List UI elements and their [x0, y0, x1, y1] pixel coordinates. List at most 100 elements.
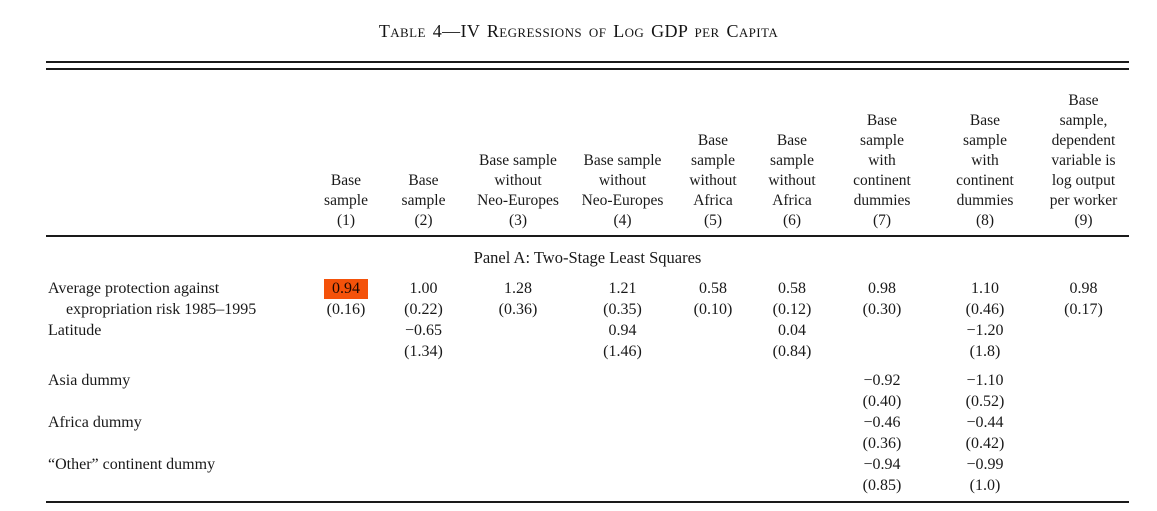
column-number: (1)	[336, 212, 356, 229]
cell-value	[310, 320, 382, 341]
cell-se	[571, 475, 674, 503]
cell-value: −0.99	[966, 456, 1004, 473]
column-header-label: Base sample without Africa	[689, 132, 737, 209]
column-header-label: Base sample without Neo-Europes	[477, 152, 559, 209]
column-header-label: Base sample without Africa	[768, 132, 816, 209]
cell-se	[382, 391, 465, 412]
header-spacer	[46, 70, 310, 237]
header-row: Base sample (1) Base sample (2) Base sam…	[46, 70, 1129, 237]
cell-value	[1038, 362, 1129, 391]
column-header-label: Base sample without Neo-Europes	[581, 152, 664, 209]
cell-value: −1.10	[966, 372, 1004, 389]
column-header-4: Base sample without Neo-Europes (4)	[571, 70, 674, 237]
cell-se: (1.8)	[969, 343, 1001, 360]
cell-value	[465, 320, 571, 341]
cell-se	[465, 341, 571, 362]
cell-value: −0.46	[863, 414, 901, 431]
column-header-label: Base sample, dependent variable is log o…	[1049, 92, 1118, 209]
cell-value	[674, 454, 752, 475]
row-label	[46, 433, 310, 454]
regression-table: Base sample (1) Base sample (2) Base sam…	[46, 61, 1129, 503]
highlighted-value[interactable]: 0.94	[324, 279, 368, 299]
cell-se	[571, 391, 674, 412]
cell-se	[674, 433, 752, 454]
cell-value	[752, 454, 832, 475]
cell-se	[571, 433, 674, 454]
cell-value	[752, 412, 832, 433]
cell-se	[1038, 433, 1129, 454]
cell-value: 0.58	[778, 280, 806, 297]
row-label: Africa dummy	[48, 414, 142, 431]
cell-se	[382, 475, 465, 503]
cell-value	[465, 362, 571, 391]
cell-value: 1.00	[409, 280, 438, 297]
cell-value: 1.10	[971, 280, 999, 297]
cell-se: (1.46)	[603, 343, 642, 360]
table-row: (0.40) (0.52)	[46, 391, 1129, 412]
cell-value	[1038, 412, 1129, 433]
row-label	[46, 341, 310, 362]
cell-value	[1038, 320, 1129, 341]
cell-se	[465, 391, 571, 412]
cell-se	[1038, 475, 1129, 503]
cell-se: (0.36)	[862, 435, 902, 452]
cell-value: −0.94	[863, 456, 901, 473]
row-label: Latitude	[48, 322, 102, 339]
cell-value	[674, 362, 752, 391]
cell-se	[752, 433, 832, 454]
table-row: Africa dummy −0.46 −0.44	[46, 412, 1129, 433]
cell-value	[1038, 454, 1129, 475]
cell-value	[310, 454, 382, 475]
table-row: “Other” continent dummy −0.94 −0.99	[46, 454, 1129, 475]
cell-value	[571, 412, 674, 433]
row-label: “Other” continent dummy	[48, 456, 216, 473]
column-header-2: Base sample (2)	[382, 70, 465, 237]
cell-se: (0.12)	[772, 301, 812, 318]
cell-se	[832, 341, 932, 362]
cell-value: 0.94	[608, 322, 637, 339]
cell-se: (0.85)	[832, 475, 932, 503]
cell-se: (0.10)	[693, 301, 733, 318]
cell-value	[465, 454, 571, 475]
column-header-label: Base sample	[324, 172, 368, 209]
column-number: (5)	[703, 212, 723, 229]
cell-value	[674, 412, 752, 433]
row-label: Asia dummy	[48, 372, 131, 389]
cell-se: (0.35)	[603, 301, 642, 318]
column-number: (9)	[1074, 212, 1093, 229]
cell-value: −0.92	[863, 372, 901, 389]
cell-se	[1038, 391, 1129, 412]
cell-se	[382, 433, 465, 454]
cell-value: 1.28	[504, 280, 532, 297]
cell-value: −0.44	[966, 414, 1004, 431]
cell-se: (0.52)	[965, 393, 1005, 410]
column-header-label: Base sample with continent dummies	[853, 112, 911, 209]
cell-se	[310, 341, 382, 362]
table-row: expropriation risk 1985–1995 (0.16) (0.2…	[46, 299, 1129, 320]
cell-value	[382, 454, 465, 475]
column-number: (3)	[508, 212, 528, 229]
cell-se	[674, 391, 752, 412]
table-row: Asia dummy −0.92 −1.10	[46, 362, 1129, 391]
column-header-label: Base sample	[401, 172, 446, 209]
cell-value	[571, 362, 674, 391]
cell-value	[832, 320, 932, 341]
cell-se: (1.34)	[404, 343, 443, 360]
row-label	[46, 475, 310, 503]
cell-se: (0.16)	[326, 301, 366, 318]
column-number: (7)	[872, 212, 892, 229]
cell-value: 1.21	[608, 280, 637, 297]
column-header-5: Base sample without Africa (5)	[674, 70, 752, 237]
cell-value	[310, 362, 382, 391]
cell-se: (0.84)	[772, 343, 812, 360]
cell-value	[310, 412, 382, 433]
column-number: (4)	[613, 212, 632, 229]
cell-se: (0.42)	[965, 435, 1005, 452]
column-header-9: Base sample, dependent variable is log o…	[1038, 70, 1129, 237]
column-header-label: Base sample with continent dummies	[956, 112, 1014, 209]
cell-se: (1.0)	[932, 475, 1038, 503]
cell-se: (0.40)	[862, 393, 902, 410]
cell-se: (0.30)	[862, 301, 902, 318]
row-label-line2: expropriation risk 1985–1995	[66, 301, 257, 318]
cell-se	[310, 475, 382, 503]
